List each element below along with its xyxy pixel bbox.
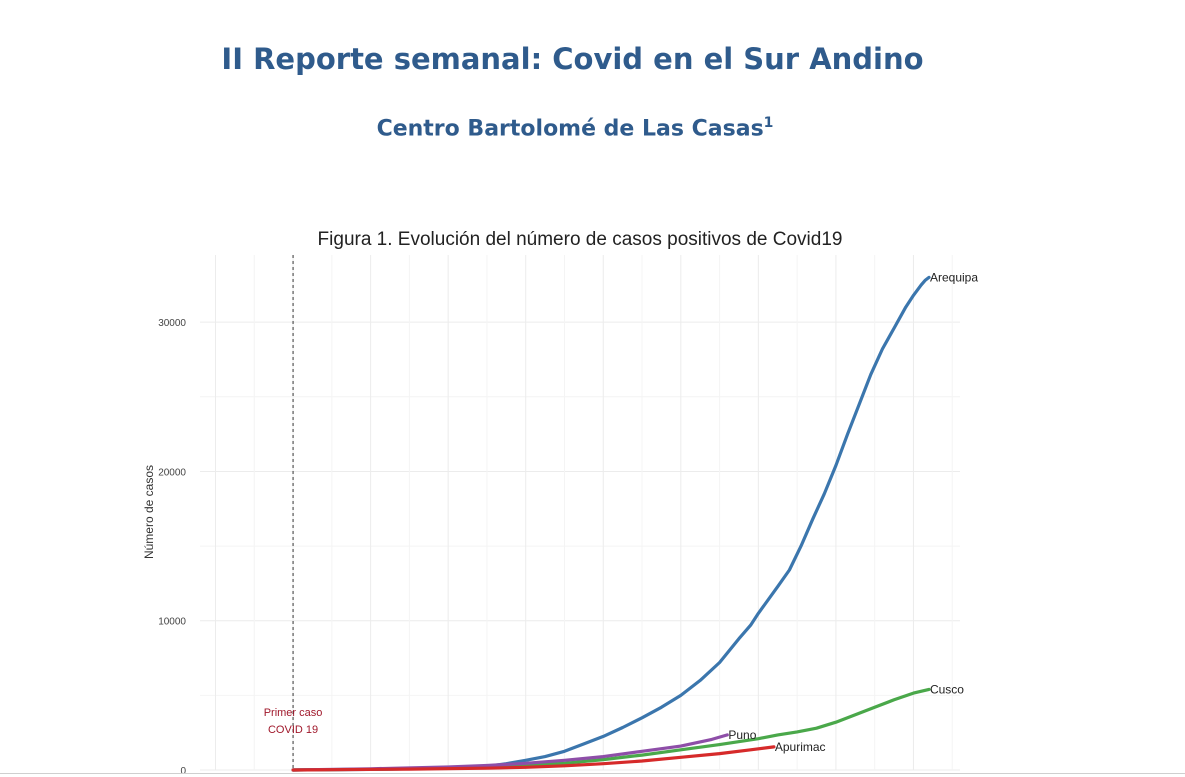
- series-lines: [291, 275, 931, 772]
- footnote-marker: 1: [763, 115, 774, 131]
- series-line-arequipa: [291, 275, 931, 772]
- first-case-label-line1: Primer caso: [264, 707, 323, 719]
- series-label-arequipa: Arequipa: [930, 270, 978, 284]
- page-bottom-rule: [0, 773, 1185, 774]
- y-axis-ticks: 0 10000 20000 30000: [158, 318, 186, 777]
- series-label-cusco: Cusco: [930, 682, 964, 696]
- series-line-cusco: [291, 687, 931, 772]
- report-title: II Reporte semanal: Covid en el Sur Andi…: [221, 42, 924, 76]
- y-tick-label: 10000: [158, 617, 186, 628]
- report-subtitle: Centro Bartolomé de Las Casas1: [0, 115, 1150, 141]
- chart-grid: [200, 255, 960, 771]
- y-axis-label: Número de casos: [142, 465, 156, 559]
- y-tick-label: 30000: [158, 318, 186, 329]
- series-label-puno: Puno: [728, 728, 756, 742]
- subtitle-text: Centro Bartolomé de Las Casas: [376, 116, 764, 142]
- first-case-label-line2: COVID 19: [268, 724, 318, 736]
- series-labels: Arequipa Cusco Puno Apurimac: [728, 270, 978, 753]
- series-line-apurimac: [291, 745, 776, 772]
- figure-title: Figura 1. Evolución del número de casos …: [317, 229, 843, 250]
- y-tick-label: 0: [180, 766, 186, 777]
- y-tick-label: 20000: [158, 467, 186, 478]
- series-label-apurimac: Apurimac: [775, 740, 826, 754]
